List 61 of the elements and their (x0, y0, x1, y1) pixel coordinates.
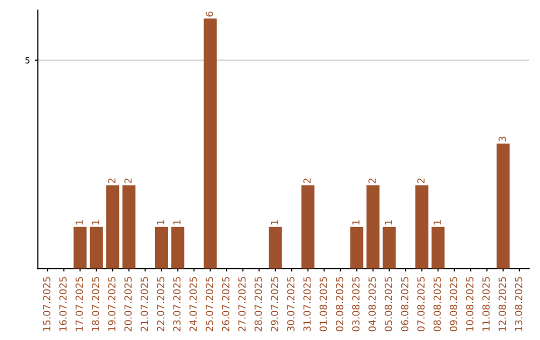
bar (496, 144, 510, 269)
bar (74, 226, 87, 269)
x-tick-label: 03.08.2025 (352, 277, 360, 332)
data-label: 1 (434, 220, 441, 224)
data-label: 6 (206, 12, 214, 16)
data-label: 2 (417, 178, 424, 184)
data-label: 1 (92, 220, 100, 224)
x-tick-label: 15.07.2025 (43, 277, 50, 331)
x-tick-label: 22.07.2025 (156, 277, 164, 332)
x-tick-label: 11.08.2025 (482, 277, 490, 331)
x-tick-label: 23.07.2025 (173, 277, 181, 332)
x-tick-label: 12.08.2025 (498, 277, 506, 331)
bar (204, 18, 217, 269)
data-label: 2 (108, 178, 116, 184)
data-label: 1 (157, 220, 164, 224)
data-label: 1 (384, 220, 392, 224)
x-tick-label: 31.07.2025 (303, 277, 311, 332)
data-label: 2 (124, 178, 132, 184)
x-tick-label: 26.07.2025 (222, 277, 230, 332)
bar (154, 226, 168, 269)
bar (106, 185, 120, 269)
x-tick-label: 17.07.2025 (76, 277, 83, 331)
x-tick-label: 04.08.2025 (368, 277, 376, 332)
bar (90, 226, 103, 269)
data-label: 2 (303, 178, 311, 184)
x-tick-label: 28.07.2025 (254, 277, 262, 332)
bar (366, 185, 380, 269)
bar (122, 185, 136, 269)
data-label: 2 (368, 178, 376, 184)
x-tick-label: 20.07.2025 (124, 277, 132, 332)
y-tick-label: 5 (26, 57, 30, 64)
x-tick-label: 09.08.2025 (450, 277, 458, 332)
bar (432, 226, 445, 269)
data-label: 1 (352, 220, 360, 224)
x-tick-label: 24.07.2025 (189, 277, 197, 332)
bar (268, 226, 282, 269)
x-tick-label: 08.08.2025 (434, 277, 441, 332)
data-label: 3 (498, 136, 506, 142)
data-label: 1 (173, 220, 180, 224)
bar (415, 185, 428, 269)
x-tick-label: 01.08.2025 (320, 277, 327, 332)
bar (171, 226, 184, 269)
x-tick-label: 06.08.2025 (401, 277, 408, 332)
x-tick-label: 19.07.2025 (108, 277, 116, 331)
x-tick-label: 13.08.2025 (514, 277, 522, 331)
x-tick-label: 16.07.2025 (59, 277, 67, 331)
x-tick-label: 18.07.2025 (92, 277, 100, 331)
x-tick-label: 30.07.2025 (287, 277, 294, 332)
data-label: 1 (76, 220, 83, 224)
x-tick-label: 05.08.2025 (384, 277, 392, 332)
x-tick-label: 02.08.2025 (336, 277, 344, 332)
x-tick-label: 27.07.2025 (238, 277, 246, 332)
bar (382, 226, 396, 269)
x-tick-label: 29.07.2025 (270, 277, 278, 332)
bar (350, 226, 364, 269)
x-tick-label: 21.07.2025 (140, 277, 148, 332)
bar (301, 185, 314, 269)
x-tick-label: 07.08.2025 (417, 277, 425, 332)
x-tick-label: 10.08.2025 (466, 277, 474, 331)
data-label: 1 (270, 220, 278, 224)
x-tick-label: 25.07.2025 (206, 277, 214, 332)
